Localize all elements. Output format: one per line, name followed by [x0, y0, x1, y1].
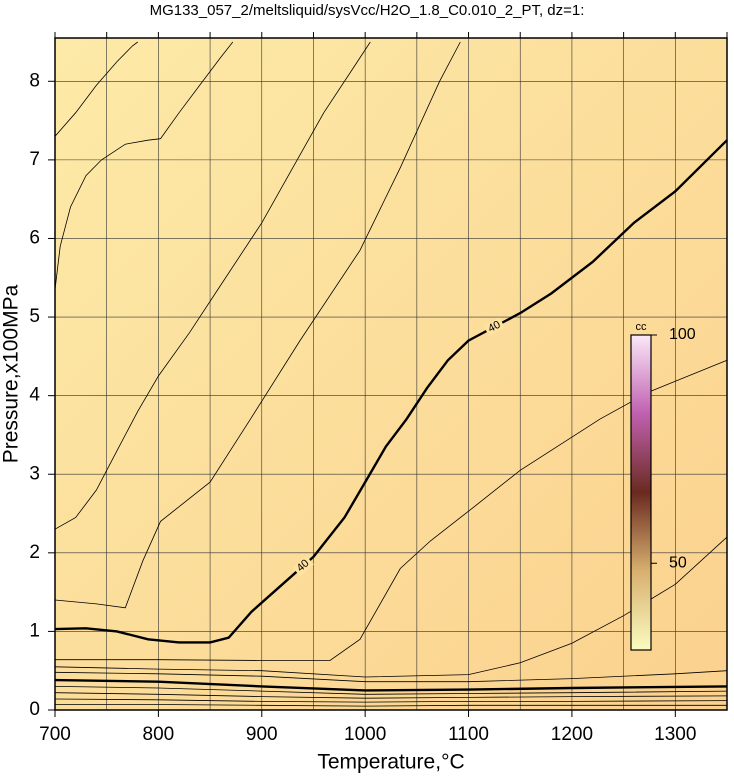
y-tick-label: 4 — [29, 385, 40, 406]
contour-line — [54, 139, 728, 644]
y-tick-label: 6 — [29, 227, 40, 248]
colorbar-tick-label: 100 — [669, 326, 696, 343]
x-tick-label: 800 — [143, 724, 175, 745]
y-tick-label: 0 — [29, 699, 40, 720]
contour-line — [54, 41, 371, 530]
y-tick-label: 2 — [29, 542, 40, 563]
x-tick-label: 1200 — [551, 724, 593, 745]
y-tick-label: 5 — [29, 306, 40, 327]
contour-label-bg — [292, 555, 314, 577]
chart-title: MG133_057_2/meltsliquid/sysVcc/H2O_1.8_C… — [150, 2, 585, 19]
plot-background — [55, 38, 727, 710]
y-tick-label: 8 — [29, 70, 40, 91]
contour-line — [55, 359, 728, 661]
colorbar — [630, 334, 652, 651]
y-tick-label: 1 — [29, 620, 40, 641]
contour-line — [54, 698, 728, 703]
contour-line — [55, 704, 727, 707]
contour-line — [54, 41, 234, 290]
contour-line — [54, 41, 138, 137]
contour-line — [54, 41, 461, 609]
y-tick-label: 7 — [29, 149, 40, 170]
x-tick-label: 900 — [246, 724, 278, 745]
y-axis-label: Pressure,x100MPa — [0, 284, 23, 463]
contour-line — [54, 678, 728, 692]
y-tick-label: 3 — [29, 463, 40, 484]
contour-label-bg — [483, 317, 506, 337]
colorbar-tick-label: 50 — [669, 554, 687, 571]
x-tick-label: 1300 — [654, 724, 696, 745]
x-tick-label: 700 — [39, 724, 71, 745]
x-tick-label: 1100 — [448, 724, 489, 745]
contour-line — [54, 686, 728, 695]
x-tick-label: 1000 — [344, 724, 386, 745]
contour-label: 40 — [486, 319, 502, 335]
x-axis-label: Temperature,°C — [317, 751, 464, 774]
plot-frame — [54, 37, 728, 711]
contour-line — [54, 692, 728, 699]
colorbar-label: cc — [636, 321, 648, 333]
contour-line — [54, 670, 728, 683]
